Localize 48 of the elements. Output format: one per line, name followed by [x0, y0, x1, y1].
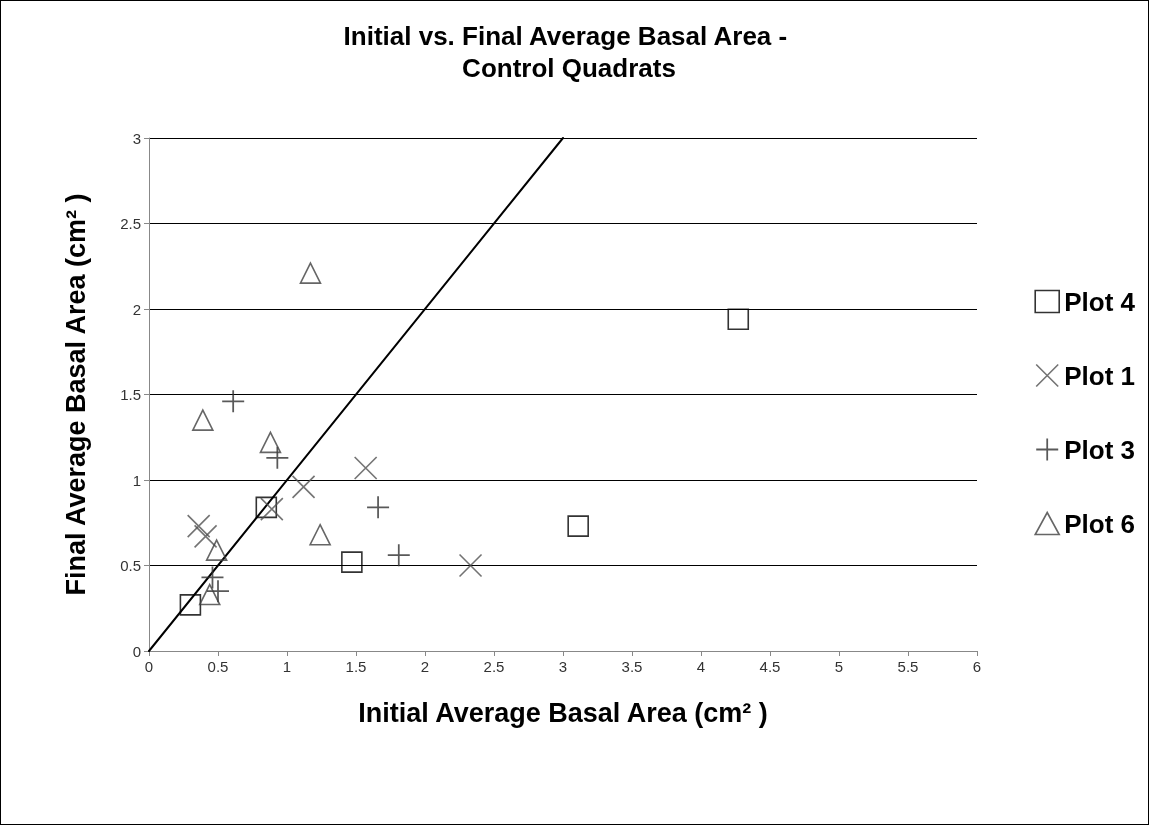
x-tick-label: 2.5 — [483, 658, 505, 675]
point — [367, 496, 390, 519]
y-tick-label: 2.5 — [120, 215, 141, 232]
x-tick-label: 4 — [696, 658, 706, 675]
point — [567, 515, 589, 537]
x-tick-label: 6 — [972, 658, 982, 675]
x-tick-label: 0 — [144, 658, 154, 675]
point — [458, 553, 483, 578]
point — [222, 390, 245, 413]
x-tick-label: 3 — [558, 658, 568, 675]
point — [291, 475, 316, 499]
x-tick-label: 5.5 — [897, 658, 919, 675]
point — [186, 514, 211, 538]
point — [727, 308, 750, 331]
point — [299, 262, 322, 284]
point — [260, 497, 284, 521]
point — [309, 523, 331, 546]
x-tick-label: 1 — [282, 658, 292, 675]
x-tick-label: 1.5 — [345, 658, 367, 675]
y-tick-label: 0 — [132, 642, 141, 660]
point — [341, 551, 363, 573]
y-tick-label: 3 — [132, 129, 141, 147]
chart-title: Initial vs. Final Average Basal Area - Control Quadrats — [343, 21, 795, 83]
point — [259, 431, 282, 454]
y-tick-label: 1 — [132, 471, 141, 489]
x-tick-label: 0.5 — [207, 658, 229, 675]
legend-label: Plot 1 — [1064, 360, 1136, 391]
x-tick-label: 5 — [834, 658, 844, 675]
point — [198, 583, 221, 606]
y-tick-label: 0.5 — [120, 557, 141, 574]
x-tick-label: 2 — [420, 658, 430, 675]
x-axis-title: Initial Average Basal Area (cm² ) — [358, 697, 768, 728]
point — [193, 524, 218, 549]
point — [192, 409, 214, 431]
point — [179, 594, 202, 616]
legend-label: Plot 6 — [1064, 508, 1136, 539]
point — [255, 496, 278, 519]
point — [353, 456, 378, 480]
point — [266, 446, 289, 469]
y-tick-label: 1.5 — [120, 386, 141, 403]
legend-label: Plot 3 — [1064, 434, 1136, 465]
legend-label: Plot 4 — [1064, 286, 1136, 317]
point — [205, 539, 228, 561]
y-axis-title: Final Average Basal Area (cm² ) — [60, 193, 91, 596]
point — [387, 544, 410, 567]
x-tick-label: 4.5 — [759, 658, 781, 675]
y-tick-label: 2 — [132, 300, 141, 318]
x-tick-label: 3.5 — [621, 658, 643, 675]
